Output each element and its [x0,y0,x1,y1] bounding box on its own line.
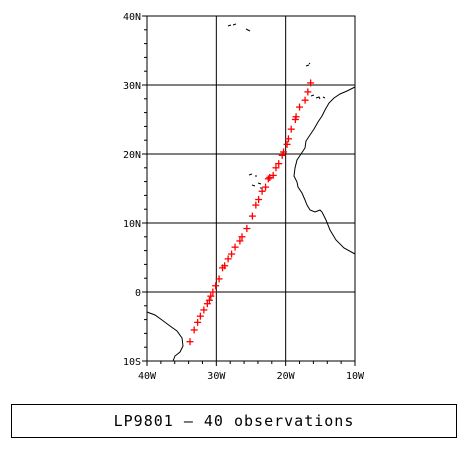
observation-marker [194,318,202,326]
observation-marker [258,187,266,195]
axis-ticks [142,15,356,366]
azores-islands [227,23,251,32]
cape-verde-islands [248,173,262,189]
lat-tick-label: 20N [123,150,141,161]
south-america-coastline [146,311,184,362]
caption-text: LP9801 – 40 observations [113,412,355,430]
observation-marker [209,288,217,296]
observation-marker [203,300,211,308]
observation-marker [275,160,283,168]
observation-marker [212,282,220,290]
lon-tick-label: 40W [138,371,157,382]
observation-marker [255,196,263,204]
observation-marker [264,175,272,183]
axis-labels: 40N 30N 20N 10N 0 10S 40W 30W 20W 10W [123,12,365,382]
map-grid [146,15,356,362]
lat-tick-label: 10S [123,357,141,368]
observation-marker [236,237,244,245]
observation-marker [219,264,227,272]
observation-marker [248,212,256,220]
observation-marker [272,164,280,172]
africa-coastline [293,86,356,255]
observation-marker [252,201,260,209]
observation-marker [224,255,232,263]
observation-marker [278,151,286,159]
observation-marker [196,312,204,320]
observation-marker [287,125,295,133]
observation-marker [301,96,309,104]
observation-markers [186,79,315,346]
canary-islands [310,94,326,100]
madeira-islands [305,62,311,67]
lon-tick-label: 20W [277,371,296,382]
observation-marker [280,148,288,156]
observation-marker [283,140,291,148]
map-frame [146,15,356,362]
observation-marker [215,275,223,283]
lon-tick-label: 30W [207,371,226,382]
lat-tick-label: 30N [123,81,141,92]
observation-marker [304,88,312,96]
observation-marker [291,116,299,123]
observation-marker [228,250,236,258]
observation-marker [284,135,292,143]
observation-marker [266,173,274,181]
lon-tick-label: 10W [346,371,365,382]
observation-marker [207,292,215,300]
lat-tick-label: 40N [123,12,141,23]
coastline [146,23,356,362]
observation-marker [231,243,239,251]
observation-marker [190,326,198,334]
observation-marker [243,225,251,233]
observation-marker [200,306,208,314]
lat-tick-label: 0 [135,288,141,299]
observation-marker [186,338,194,346]
observation-marker [296,103,304,111]
lat-tick-label: 10N [123,219,141,230]
observation-marker [262,183,270,191]
observation-marker [307,79,315,87]
observation-marker [238,233,246,241]
caption-box: LP9801 – 40 observations [11,404,457,438]
